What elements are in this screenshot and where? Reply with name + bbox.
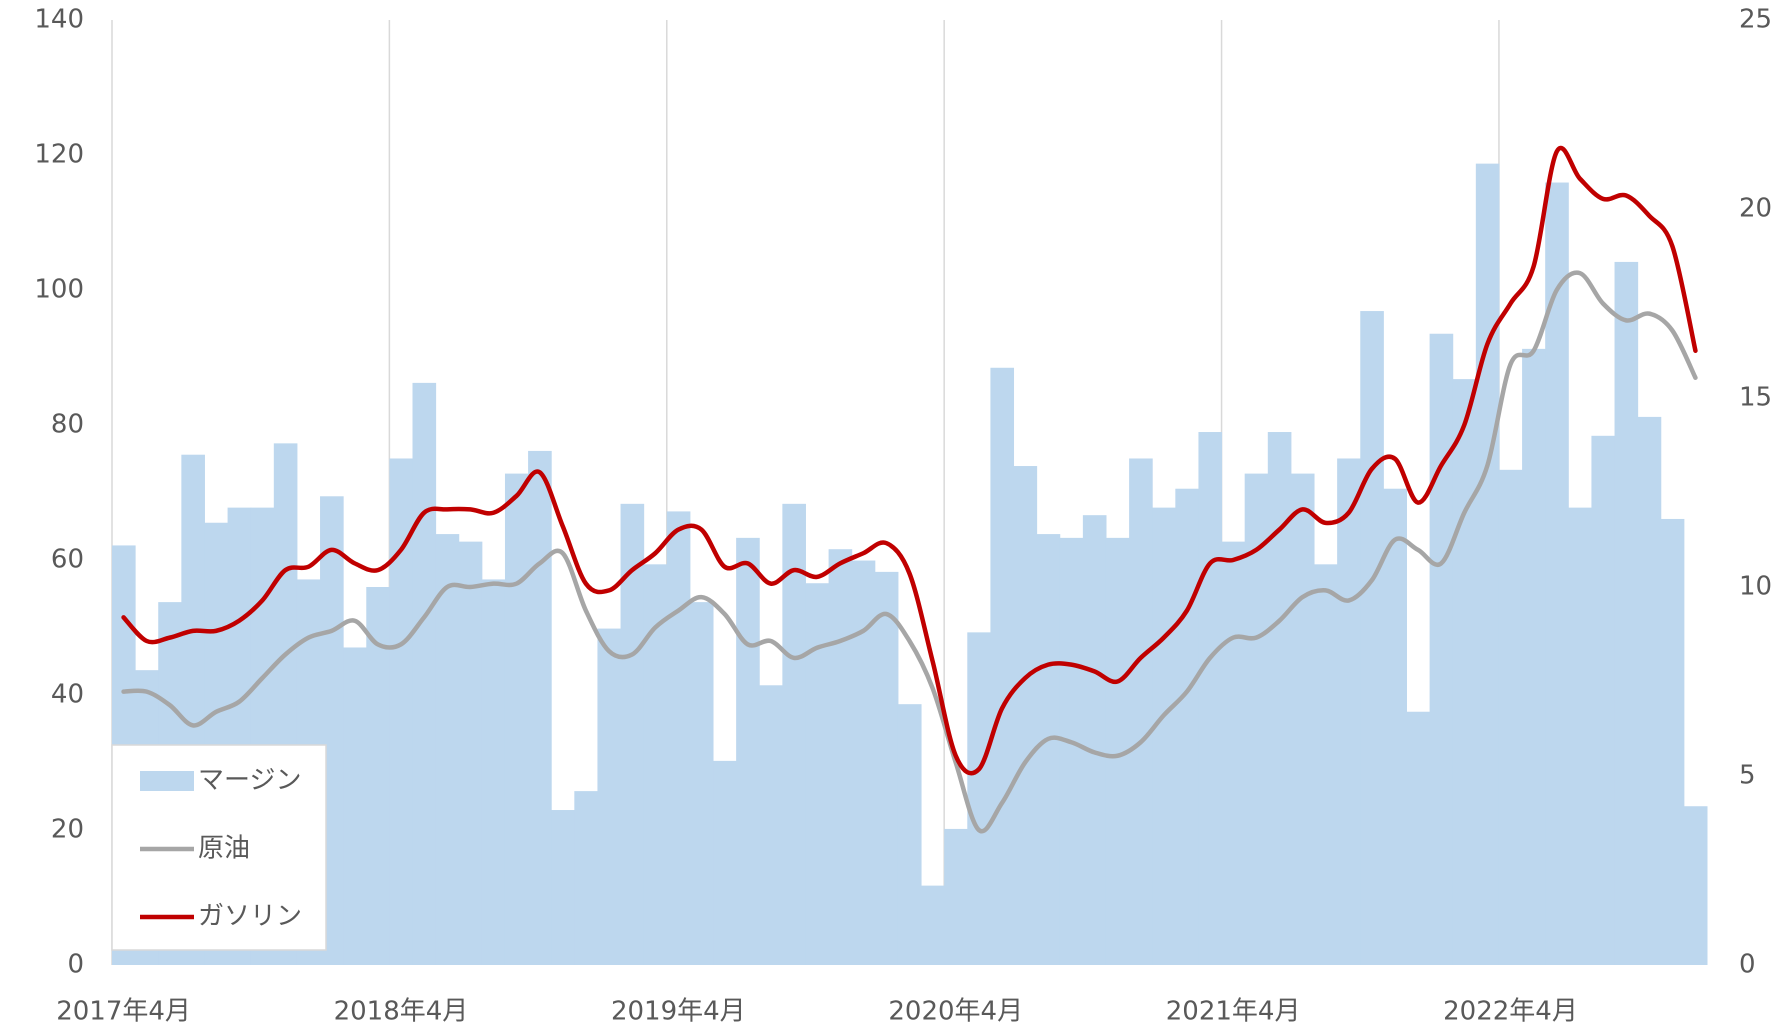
bar <box>1198 432 1223 965</box>
bar <box>1105 537 1130 965</box>
bar <box>435 534 460 965</box>
bar <box>643 564 668 965</box>
bar <box>1660 518 1685 965</box>
y2-tick-label: 15 <box>1739 383 1772 413</box>
bar <box>389 458 414 965</box>
bar <box>1637 416 1662 965</box>
y-tick-label: 120 <box>34 140 84 170</box>
x-tick-label: 2018年4月 <box>334 997 469 1027</box>
bar <box>1337 458 1361 965</box>
y-tick-label: 100 <box>34 275 84 305</box>
y2-tick-label: 20 <box>1739 194 1772 224</box>
bar <box>921 885 945 965</box>
x-tick-label: 2019年4月 <box>611 997 746 1027</box>
bar <box>1498 469 1523 965</box>
line <box>121 270 1698 834</box>
bar <box>1059 537 1084 965</box>
y-tick-label: 0 <box>67 950 84 980</box>
bar <box>412 382 437 965</box>
bar <box>1290 473 1315 965</box>
bar <box>1314 564 1338 965</box>
bar <box>1244 473 1269 965</box>
bar <box>1082 515 1107 965</box>
legend-label: マージン <box>198 766 301 796</box>
bar <box>1129 458 1153 965</box>
bar <box>1221 541 1246 965</box>
bar <box>1267 432 1292 965</box>
x-tick-label: 2017年4月 <box>56 997 191 1027</box>
bar <box>1475 163 1500 965</box>
y-tick-label: 140 <box>34 5 84 35</box>
y-tick-label: 20 <box>51 815 84 845</box>
bar <box>1152 507 1176 965</box>
bar <box>851 560 876 965</box>
bar <box>1614 261 1639 965</box>
bar <box>1429 333 1454 965</box>
bar <box>782 503 806 965</box>
bar <box>458 541 483 965</box>
bar <box>1568 507 1592 965</box>
bar <box>666 511 691 965</box>
y2-tick-label: 0 <box>1739 950 1756 980</box>
bar <box>366 587 390 965</box>
lines <box>121 146 1698 834</box>
bar <box>1683 806 1708 965</box>
bar <box>1452 379 1477 966</box>
bar <box>597 628 622 965</box>
x-tick-label: 2022年4月 <box>1443 997 1578 1027</box>
y-tick-label: 80 <box>51 410 84 440</box>
bar <box>944 828 968 965</box>
bar <box>967 632 991 965</box>
bar <box>1406 711 1431 965</box>
y-tick-label: 40 <box>51 680 84 710</box>
y2-tick-label: 10 <box>1739 572 1772 602</box>
bar <box>481 579 506 965</box>
bar <box>1360 311 1384 965</box>
bar <box>1522 348 1546 965</box>
bar <box>1591 435 1616 965</box>
bar <box>1036 534 1061 965</box>
bar <box>1013 466 1038 965</box>
y2-tick-label: 5 <box>1739 761 1756 791</box>
x-tick-label: 2021年4月 <box>1166 997 1301 1027</box>
bar <box>990 367 1015 965</box>
bars <box>112 163 1708 966</box>
bar <box>689 602 714 965</box>
bar <box>713 760 737 965</box>
y-tick-label: 60 <box>51 545 84 575</box>
bar <box>551 810 575 965</box>
line <box>121 146 1698 776</box>
bar <box>805 583 830 965</box>
legend-label: 原油 <box>198 834 250 864</box>
y2-tick-label: 25 <box>1739 5 1772 35</box>
bar <box>1175 488 1199 965</box>
legend-label: ガソリン <box>198 902 302 932</box>
bar <box>620 503 645 965</box>
bar <box>736 537 760 965</box>
bar <box>528 450 552 965</box>
legend-swatch <box>140 771 194 791</box>
x-tick-label: 2020年4月 <box>888 997 1023 1027</box>
bar <box>574 791 598 965</box>
bar <box>504 473 529 965</box>
bar <box>1383 488 1407 965</box>
bar <box>897 704 922 965</box>
bar <box>828 549 853 965</box>
bar <box>874 571 899 965</box>
bar <box>343 647 367 965</box>
bar <box>1545 182 1569 966</box>
bar <box>759 685 783 965</box>
